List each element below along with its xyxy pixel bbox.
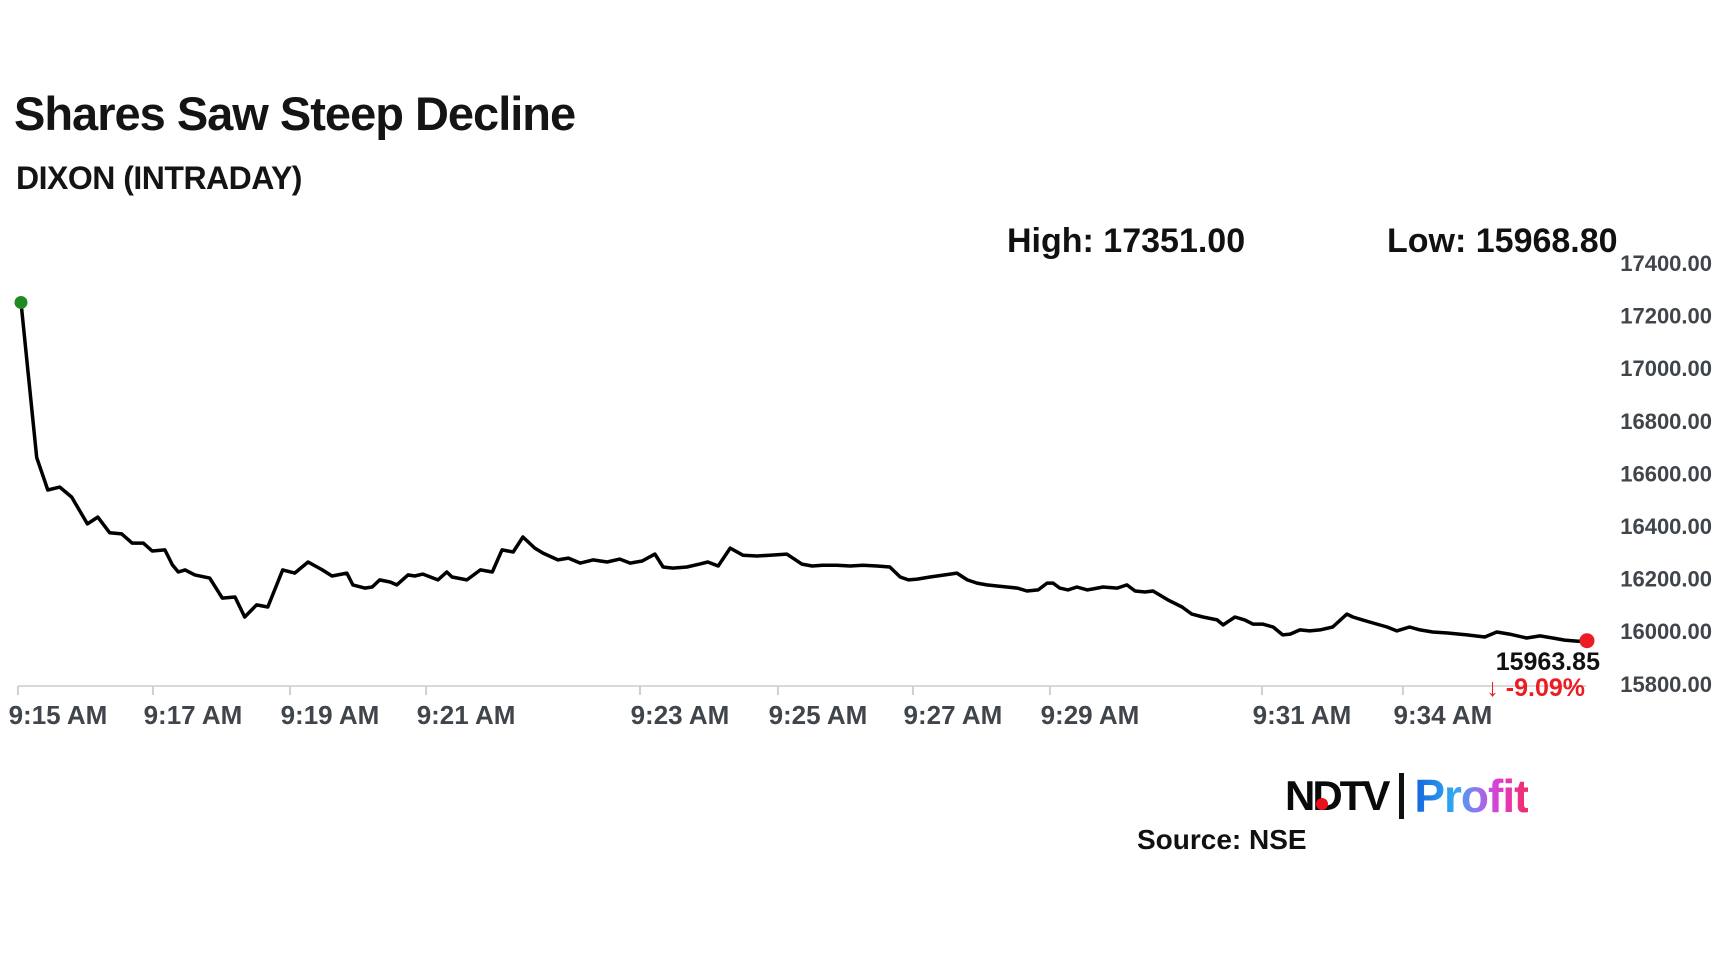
x-axis-label: 9:25 AM: [769, 700, 868, 730]
x-axis-label: 9:17 AM: [144, 700, 243, 730]
high-value-label: High: 17351.00: [1007, 222, 1246, 260]
start-point-dot: [14, 295, 28, 309]
y-axis-label: 16600.00: [1620, 461, 1712, 486]
x-axis-label: 9:21 AM: [417, 700, 516, 730]
end-point-dot: [1579, 633, 1595, 649]
y-axis-label: 16400.00: [1620, 514, 1712, 539]
y-axis-label: 16800.00: [1620, 409, 1712, 434]
x-axis-label: 9:34 AM: [1394, 700, 1493, 730]
low-value-label: Low: 15968.80: [1387, 222, 1618, 260]
source-attribution: Source: NSE: [1137, 824, 1307, 855]
x-axis-label: 9:29 AM: [1041, 700, 1140, 730]
logo-divider: [1399, 773, 1405, 819]
x-axis-label: 9:19 AM: [281, 700, 380, 730]
y-axis-label: 17400.00: [1620, 251, 1712, 276]
ndtv-wordmark: NDTV: [1285, 772, 1390, 819]
x-axis-label: 9:31 AM: [1253, 700, 1352, 730]
y-axis-label: 17000.00: [1620, 356, 1712, 381]
x-axis-label: 9:27 AM: [904, 700, 1003, 730]
x-axis-label: 9:15 AM: [9, 700, 108, 730]
chart-subtitle: DIXON (INTRADAY): [16, 160, 302, 196]
x-axis-label: 9:23 AM: [631, 700, 730, 730]
last-price-annotation: 15963.85: [1495, 648, 1600, 676]
price-line: [19, 300, 1589, 643]
change-percent-annotation: ↓ -9.09%: [1486, 674, 1585, 702]
ndtv-red-dot-icon: [1316, 798, 1328, 810]
ndtv-profit-logo: NDTV Profit: [1285, 770, 1529, 822]
profit-wordmark: Profit: [1414, 770, 1529, 822]
y-axis-label: 17200.00: [1620, 304, 1712, 329]
page-title: Shares Saw Steep Decline: [14, 87, 576, 140]
y-axis-label: 16200.00: [1620, 567, 1712, 592]
y-axis-label: 16000.00: [1620, 619, 1712, 644]
y-axis-label: 15800.00: [1620, 672, 1712, 697]
